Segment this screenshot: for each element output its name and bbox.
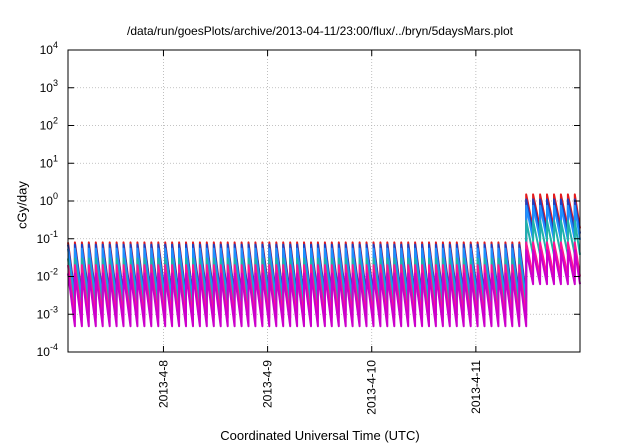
y-tick-label: 10-1 [37, 229, 58, 246]
chart-title: /data/run/goesPlots/archive/2013-04-11/2… [127, 24, 513, 38]
y-tick-label: 10-3 [37, 304, 58, 321]
plot-frame [67, 49, 581, 353]
y-tick-label: 104 [40, 40, 58, 57]
x-tick-label: 2013-4-10 [365, 360, 379, 415]
x-tick-label: 2013-4-11 [469, 360, 483, 414]
series-line [67, 249, 581, 328]
y-axis-label: cGy/day [14, 181, 30, 229]
x-tick-label: 2013-4-8 [156, 360, 170, 408]
x-tick-label: 2013-4-9 [261, 360, 275, 408]
axes: 10-4 10-3 10-2 10-1 100 101 102 103 104 2013-4-8 2… [37, 40, 581, 415]
x-axis-label: Coordinated Universal Time (UTC) [220, 428, 420, 443]
y-tick-label: 100 [40, 191, 58, 208]
y-tick-label: 10-4 [37, 342, 58, 359]
y-tick-label: 10-2 [37, 267, 58, 284]
y-tick-label: 103 [40, 78, 58, 95]
y-tick-label: 102 [40, 116, 58, 133]
y-tick-label: 101 [40, 153, 58, 170]
series-group [67, 193, 581, 328]
